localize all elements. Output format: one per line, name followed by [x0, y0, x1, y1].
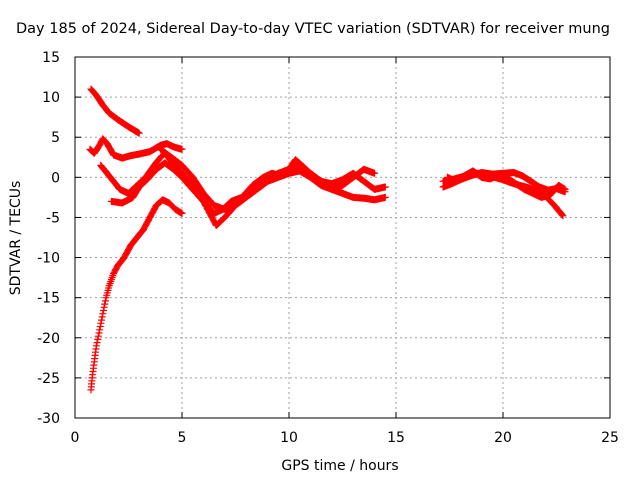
plus-markers — [86, 135, 186, 162]
plus-markers — [87, 85, 143, 137]
x-axis-label: GPS time / hours — [281, 458, 398, 474]
y-tick-label: -20 — [37, 331, 60, 347]
x-tick-label: 5 — [178, 430, 187, 446]
tick-marks — [74, 56, 611, 419]
x-tick-label: 15 — [387, 430, 405, 446]
grid — [75, 57, 610, 418]
series-track-i — [443, 167, 569, 201]
series-track-a — [87, 85, 143, 137]
y-tick-label: -15 — [37, 291, 60, 307]
data-marks — [86, 85, 569, 394]
x-tick-label: 10 — [280, 430, 298, 446]
x-tick-label: 25 — [601, 430, 619, 446]
x-tick-label: 0 — [71, 430, 80, 446]
plus-markers — [443, 167, 569, 201]
y-tick-labels: 15 10 5 0 -5 -10 -15 -20 -25 -30 — [37, 50, 60, 427]
plot-frame — [74, 56, 611, 419]
y-tick-label: 0 — [51, 170, 60, 186]
y-tick-label: 15 — [42, 50, 60, 66]
y-tick-label: -5 — [46, 210, 60, 226]
series-track-b — [86, 135, 186, 162]
y-tick-label: 10 — [42, 90, 60, 106]
series-track-f — [87, 196, 186, 394]
y-tick-label: -30 — [37, 411, 60, 427]
y-tick-label: 5 — [51, 130, 60, 146]
plus-markers — [87, 196, 186, 394]
y-tick-label: -25 — [37, 371, 60, 387]
plus-markers — [157, 145, 379, 213]
series-track-e — [157, 145, 379, 213]
x-tick-labels: 0 5 10 15 20 25 — [71, 430, 619, 446]
chart-title: Day 185 of 2024, Sidereal Day-to-day VTE… — [16, 21, 610, 37]
y-tick-label: -10 — [37, 251, 60, 267]
y-axis-label: SDTVAR / TECUs — [8, 181, 24, 296]
x-tick-label: 20 — [494, 430, 512, 446]
